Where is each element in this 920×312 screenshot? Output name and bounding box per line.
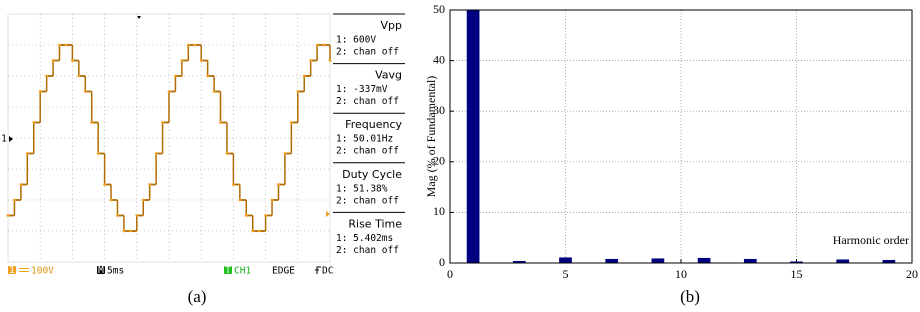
- trace-dot: [103, 183, 106, 186]
- trace-dot: [245, 214, 248, 217]
- measurement-ch1: 1: 600V: [336, 35, 376, 46]
- y-axis-label: Mag (% of Fundamental): [424, 76, 438, 198]
- bar: [559, 257, 572, 263]
- trace-dot: [238, 199, 241, 202]
- measurement-ch2: 2: chan off: [336, 245, 399, 256]
- trace-dot: [32, 121, 35, 124]
- trace-dot: [116, 214, 119, 217]
- trigger-badge: T: [225, 265, 231, 276]
- trace-dot: [123, 230, 126, 233]
- measurement-ch2: 2: chan off: [336, 195, 399, 206]
- trace-dot: [168, 90, 171, 93]
- trace-dot: [316, 44, 319, 47]
- x-tick-label: 5: [563, 267, 569, 281]
- trace-dot: [135, 214, 138, 217]
- trace-dot: [232, 183, 235, 186]
- trace-dot: [52, 59, 55, 62]
- caption: (a): [188, 287, 207, 306]
- trace-dot: [322, 44, 325, 47]
- trace-dot: [110, 199, 113, 202]
- trace-dot: [329, 59, 332, 62]
- trace-dot: [129, 230, 132, 233]
- trace-dot: [193, 44, 196, 47]
- trace-dot: [58, 44, 61, 47]
- trace-dot: [90, 121, 93, 124]
- trace-dot: [200, 59, 203, 62]
- trace-dot: [71, 59, 74, 62]
- trace-dot: [155, 152, 158, 155]
- annotation: Harmonic order: [833, 233, 909, 247]
- trace-dot: [290, 121, 293, 124]
- measurement-title: Frequency: [345, 118, 402, 131]
- trace-dot: [180, 59, 183, 62]
- y-tick-label: 40: [433, 52, 445, 66]
- ch1-scale: 100V: [31, 266, 54, 277]
- trace-dot: [277, 183, 280, 186]
- bar: [605, 259, 618, 263]
- trace-dot: [251, 230, 254, 233]
- x-tick-label: 15: [791, 267, 803, 281]
- figure: 1Vpp1: 600V2: chan offVavg1: -337mV2: ch…: [0, 0, 920, 312]
- channel-marker: 1: [1, 134, 7, 145]
- y-tick-label: 0: [439, 255, 445, 269]
- bar: [836, 259, 849, 263]
- trace-dot: [264, 214, 267, 217]
- trace-dot: [213, 90, 216, 93]
- trace-dot: [84, 90, 87, 93]
- trace-dot: [65, 44, 68, 47]
- trace-dot: [7, 214, 10, 217]
- trace-dot: [303, 75, 306, 78]
- trigger-type: EDGE: [272, 266, 295, 277]
- measurement-ch2: 2: chan off: [336, 146, 399, 157]
- y-tick-label: 50: [433, 2, 445, 16]
- bar: [467, 10, 480, 263]
- trace-dot: [161, 121, 164, 124]
- trace-dot: [226, 152, 229, 155]
- trace-dot: [77, 75, 80, 78]
- bar: [698, 258, 711, 263]
- trace-dot: [296, 90, 299, 93]
- x-tick-label: 10: [675, 267, 687, 281]
- trace-dot: [309, 59, 312, 62]
- trace-dot: [206, 75, 209, 78]
- coupling-icon: [315, 267, 321, 274]
- trace-dot: [187, 44, 190, 47]
- measurement-title: Vpp: [381, 19, 403, 32]
- y-tick-label: 10: [433, 204, 445, 218]
- bar: [744, 259, 757, 263]
- caption: (b): [680, 287, 700, 306]
- trace-dot: [97, 152, 100, 155]
- bar: [652, 258, 665, 263]
- measurement-ch1: 1: -337mV: [336, 84, 388, 95]
- trace-dot: [258, 230, 261, 233]
- trace-dot: [19, 183, 22, 186]
- x-tick-label: 0: [447, 267, 453, 281]
- measurement-title: Rise Time: [348, 217, 402, 230]
- trace-dot: [174, 75, 177, 78]
- trace-dot: [219, 121, 222, 124]
- measurement-ch1: 1: 51.38%: [336, 183, 388, 194]
- coupling: DC: [322, 266, 333, 277]
- trace-dot: [39, 90, 42, 93]
- trace-dot: [13, 199, 16, 202]
- trace-dot: [26, 152, 29, 155]
- timebase: 5ms: [107, 266, 124, 277]
- trigger-source: CH1: [234, 266, 251, 277]
- trace-dot: [271, 199, 274, 202]
- ch1-badge: 1: [9, 265, 15, 276]
- measurement-ch2: 2: chan off: [336, 96, 399, 107]
- timebase-badge: M: [98, 265, 104, 276]
- measurement-title: Vavg: [375, 69, 402, 82]
- measurement-ch1: 1: 5.402ms: [336, 233, 393, 244]
- measurement-ch1: 1: 50.01Hz: [336, 134, 393, 145]
- trace-dot: [142, 199, 145, 202]
- x-tick-label: 20: [906, 267, 918, 281]
- measurement-ch2: 2: chan off: [336, 47, 399, 58]
- trace-dot: [284, 152, 287, 155]
- measurement-title: Duty Cycle: [342, 168, 402, 181]
- coupling-symbol: [19, 269, 29, 272]
- trace-dot: [45, 75, 48, 78]
- trace-dot: [148, 183, 151, 186]
